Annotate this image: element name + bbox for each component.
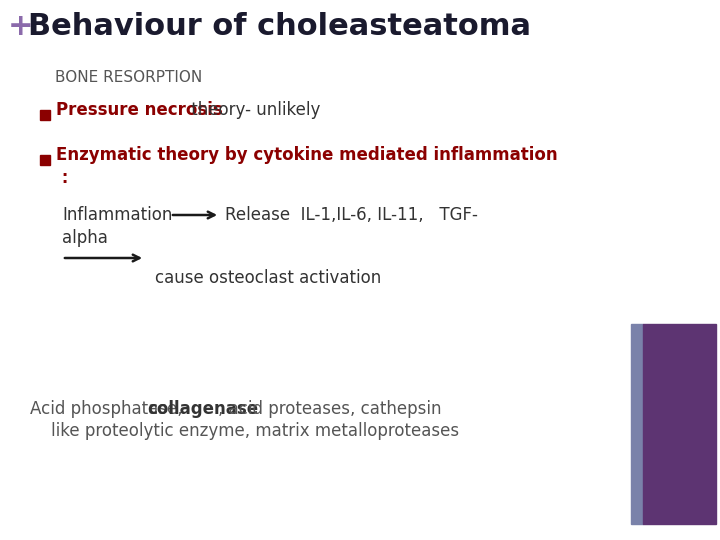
Text: :: : [56, 169, 68, 187]
Text: +: + [8, 12, 34, 41]
Text: alpha: alpha [62, 229, 108, 247]
Text: BONE RESORPTION: BONE RESORPTION [55, 70, 202, 85]
Text: cause osteoclast activation: cause osteoclast activation [155, 269, 382, 287]
Text: Release  IL-1,IL-6, IL-11,   TGF-: Release IL-1,IL-6, IL-11, TGF- [225, 206, 478, 224]
Bar [40, 110, 50, 120]
Text: Pressure necrosis: Pressure necrosis [56, 101, 222, 119]
Text: collagenase: collagenase [147, 400, 258, 418]
Bar [643, 324, 716, 524]
Text: Behaviour of choleasteatoma: Behaviour of choleasteatoma [28, 12, 531, 41]
Text: theory- unlikely: theory- unlikely [186, 101, 320, 119]
Text: Acid phosphatase,: Acid phosphatase, [30, 400, 188, 418]
Text: Inflammation: Inflammation [62, 206, 172, 224]
Bar [40, 155, 50, 165]
Text: like proteolytic enzyme, matrix metalloproteases: like proteolytic enzyme, matrix metallop… [30, 422, 459, 440]
Text: , acid proteases, cathepsin: , acid proteases, cathepsin [218, 400, 442, 418]
Text: Enzymatic theory by cytokine mediated inflammation: Enzymatic theory by cytokine mediated in… [56, 146, 557, 164]
Bar [631, 324, 643, 524]
